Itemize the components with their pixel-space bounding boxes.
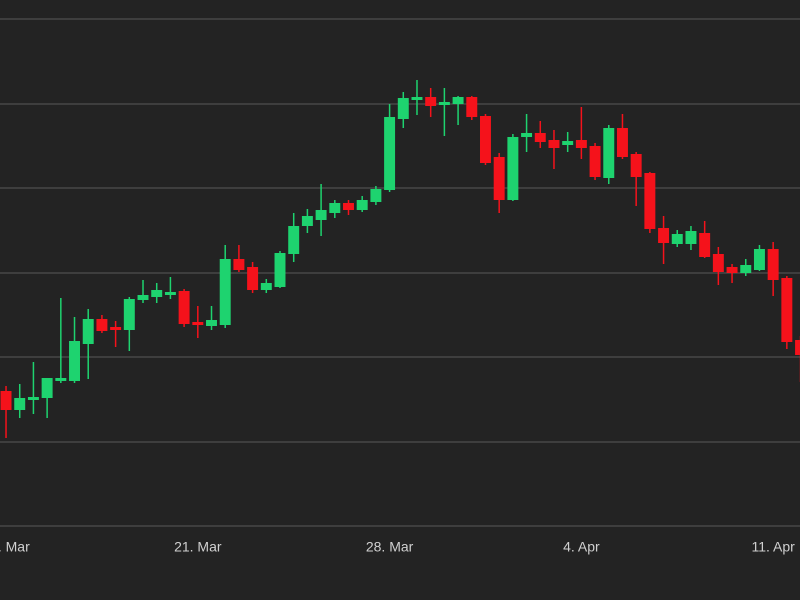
candle-body (69, 341, 80, 381)
candle-body (521, 133, 533, 137)
candle-body (151, 290, 163, 297)
candle-body (137, 295, 149, 300)
candle-body (466, 97, 478, 117)
candle-body (630, 154, 642, 177)
candle-body (712, 254, 724, 272)
candle-body (233, 259, 245, 270)
candle-body (548, 140, 560, 148)
candle-body (178, 291, 190, 324)
candle-body (288, 226, 300, 254)
candle-body (274, 253, 286, 287)
x-tick-label: 14. Mar (0, 539, 30, 555)
candle-body (96, 319, 108, 331)
candle-body (397, 98, 409, 119)
candle-body (616, 128, 628, 157)
candle-body (343, 203, 354, 210)
candle-body (247, 267, 259, 290)
candle-body (493, 157, 505, 200)
candle-body (534, 133, 546, 142)
candle-body (658, 228, 670, 243)
x-tick-label: 4. Apr (563, 539, 600, 555)
x-tick-label: 28. Mar (366, 539, 414, 555)
candle-body (55, 378, 67, 381)
candle-body (219, 259, 231, 325)
candle-body (726, 267, 738, 273)
candle-body (589, 146, 601, 177)
candle-body (671, 234, 683, 244)
candle-body (164, 292, 176, 295)
candle-body (575, 140, 587, 148)
candle-body (767, 249, 779, 280)
candle-body (411, 97, 423, 100)
candle-body (452, 97, 464, 104)
candle-body (356, 200, 368, 210)
x-tick-label: 11. Apr (751, 539, 795, 555)
candle-body (644, 173, 656, 229)
candle-body (562, 141, 574, 145)
candle-body (740, 265, 752, 273)
candle-body (685, 231, 697, 244)
candle-body (425, 97, 437, 106)
candle-body (192, 322, 204, 325)
candle-body (438, 102, 450, 105)
candle-body (603, 128, 615, 178)
candle-body (753, 249, 765, 270)
candle-body (329, 203, 341, 213)
candle-body (384, 117, 396, 190)
candle-body (82, 319, 94, 344)
candle-body (123, 299, 135, 330)
x-tick-label: 21. Mar (174, 539, 222, 555)
candle-body (370, 189, 382, 202)
candle-body (699, 233, 711, 257)
candle-body (507, 137, 519, 200)
candle-body (301, 216, 313, 226)
candle-body (781, 278, 793, 342)
candle-body (315, 210, 327, 220)
candle-body (206, 320, 217, 326)
candle-body (480, 116, 491, 163)
candle-body (110, 327, 122, 330)
candle-body (0, 391, 12, 410)
candle-body (260, 283, 272, 290)
candle-body (27, 397, 39, 400)
candle-body (795, 340, 800, 355)
candle-body (14, 398, 26, 410)
candle-body (41, 378, 53, 398)
